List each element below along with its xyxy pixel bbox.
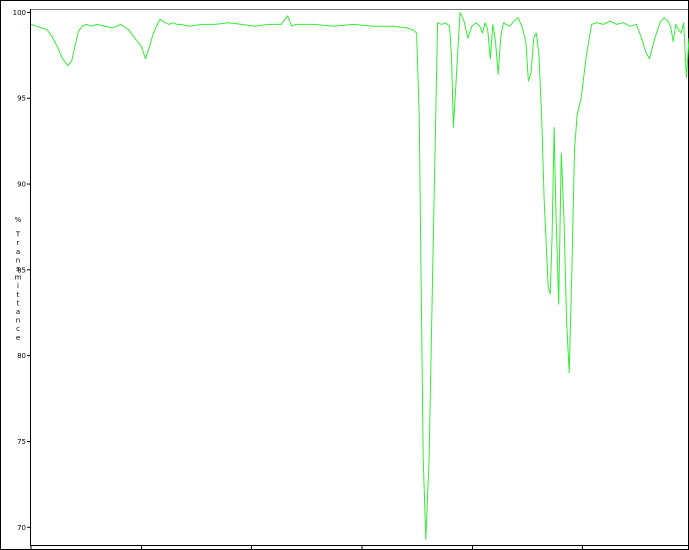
ylabel-char: t [17,291,20,299]
ylabel-char: a [16,308,20,316]
ylabel-char: a [16,248,20,256]
series-line [30,11,689,540]
y-tick-label: 75 [17,438,26,446]
ylabel-char: e [16,334,20,342]
y-tick-label: 80 [17,352,26,360]
y-tick-label: 90 [17,181,26,189]
x-axis-ticks [30,545,583,549]
ylabel-char: t [17,299,20,307]
ylabel-char: s [16,265,20,273]
ylabel-char: n [16,317,20,325]
ylabel-char: m [15,274,22,282]
y-tick-label: 100 [13,9,26,17]
ylabel-char: i [17,282,19,290]
ylabel-char: T [15,231,21,239]
ylabel-char: r [17,239,20,247]
y-tick-label: 70 [17,524,26,532]
y-tick-label: 95 [17,95,26,103]
y-axis-ticks: 70 75 80 85 90 95 100 [13,9,31,532]
ylabel-char: n [16,256,20,264]
ylabel-char: % [15,216,22,224]
series-group [30,11,689,540]
y-tick-label: 85 [17,266,26,274]
ylabel-char: c [16,325,20,333]
